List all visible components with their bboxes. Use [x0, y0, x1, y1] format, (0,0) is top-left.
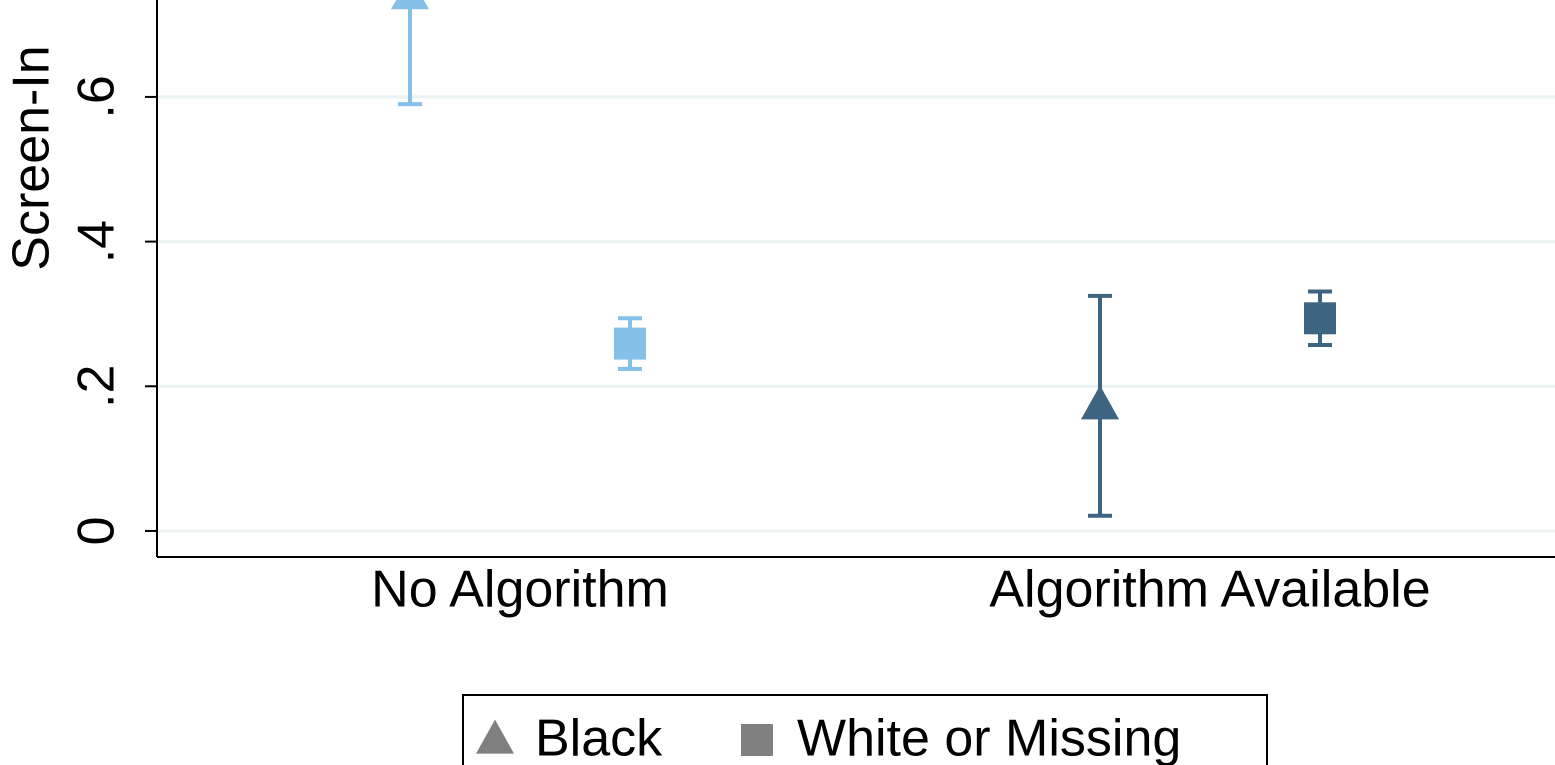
plot-area [391, 0, 1336, 518]
legend-marker [476, 719, 514, 754]
point [1081, 385, 1119, 420]
legend-label: White or Missing [797, 710, 1181, 765]
legend-marker [741, 724, 773, 756]
legend: Black White or Missing [476, 710, 1181, 765]
x-tick-label: No Algorithm [371, 561, 669, 619]
y-tick-label: .2 [68, 365, 126, 408]
y-axis-label: Screen-In [3, 45, 61, 270]
point [1304, 302, 1336, 335]
y-tick-label: 0 [68, 516, 126, 545]
legend-box [462, 694, 1268, 765]
grid [157, 95, 1555, 533]
legend-label: Black [535, 710, 663, 765]
x-tick-label: Algorithm Available [989, 561, 1430, 619]
y-tick-label: .6 [68, 75, 126, 118]
y-tick-label: .4 [68, 220, 126, 263]
point [614, 327, 646, 360]
point [391, 0, 429, 10]
